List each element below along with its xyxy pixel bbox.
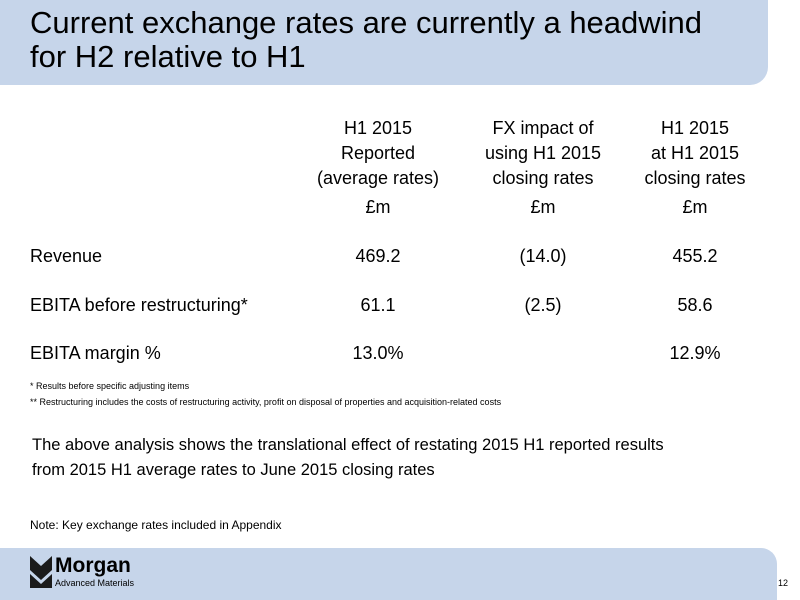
column-header: closing rates bbox=[644, 168, 746, 188]
column-header: Reported bbox=[340, 143, 416, 163]
footnote: ** Restructuring includes the costs of r… bbox=[30, 397, 502, 407]
summary-text: The above analysis shows the translation… bbox=[32, 436, 664, 454]
slide-title: for H2 relative to H1 bbox=[30, 39, 306, 74]
logo-name: Morgan bbox=[55, 554, 131, 577]
column-header: using H1 2015 bbox=[484, 143, 602, 163]
page-number: 12 bbox=[778, 578, 789, 588]
footer-band bbox=[0, 548, 777, 600]
column-header: FX impact of bbox=[492, 118, 594, 138]
column-header: (average rates) bbox=[316, 168, 440, 188]
table-cell: 61.1 bbox=[360, 294, 396, 315]
table-cell: (2.5) bbox=[524, 294, 562, 315]
footnote: * Results before specific adjusting item… bbox=[30, 381, 190, 391]
column-header: H1 2015 bbox=[660, 118, 730, 138]
column-header: at H1 2015 bbox=[650, 143, 740, 163]
column-header: closing rates bbox=[492, 168, 594, 188]
column-unit: £m bbox=[682, 197, 708, 217]
summary-text: from 2015 H1 average rates to June 2015 … bbox=[32, 461, 435, 479]
header-band bbox=[0, 0, 768, 85]
column-unit: £m bbox=[530, 197, 556, 217]
row-label: EBITA before restructuring* bbox=[30, 294, 248, 315]
slide-title: Current exchange rates are currently a h… bbox=[30, 5, 703, 40]
logo-icon bbox=[30, 556, 52, 588]
row-label: EBITA margin % bbox=[30, 343, 161, 363]
row-label: Revenue bbox=[30, 246, 103, 266]
table-cell: 13.0% bbox=[352, 343, 404, 363]
note: Note: Key exchange rates included in App… bbox=[30, 518, 282, 532]
table-cell: 12.9% bbox=[669, 343, 721, 363]
logo-tagline: Advanced Materials bbox=[55, 578, 135, 588]
table-cell: 469.2 bbox=[355, 246, 401, 266]
table-cell: 58.6 bbox=[677, 294, 713, 315]
column-unit: £m bbox=[365, 197, 391, 217]
table-cell: (14.0) bbox=[519, 246, 567, 266]
table-cell: 455.2 bbox=[672, 246, 718, 266]
column-header: H1 2015 bbox=[343, 118, 413, 138]
